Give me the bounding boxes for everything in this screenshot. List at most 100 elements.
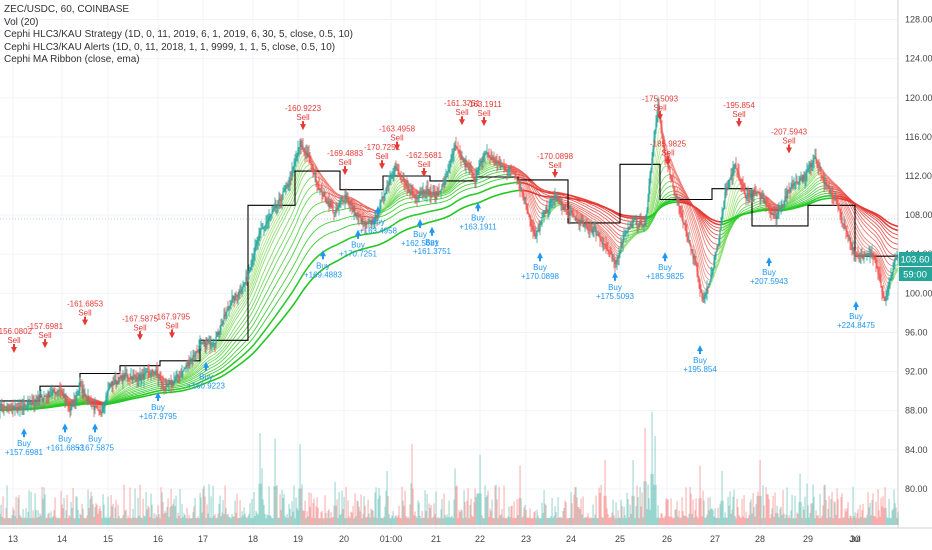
- candle-body: [418, 197, 420, 199]
- volume-bar: [144, 516, 146, 525]
- candle-body: [511, 169, 513, 172]
- candle-body: [792, 184, 794, 186]
- candle-body: [207, 341, 209, 343]
- legend-ribbon[interactable]: Cephi MA Ribbon (close, ema): [4, 54, 140, 66]
- candle-body: [531, 224, 533, 227]
- candle-body: [778, 208, 780, 212]
- volume-bar: [731, 509, 733, 525]
- time-axis[interactable]: 13 14 15 16 17 18 19 20 01:00 21 22 23 24 25 26 27 28 29 3…: [8, 534, 861, 544]
- volume-bar: [91, 496, 93, 525]
- volume-bar: [221, 512, 223, 525]
- volume-bar: [582, 496, 584, 525]
- candle-body: [208, 339, 210, 342]
- volume-bar: [859, 504, 861, 525]
- time-tick-label: 29: [803, 534, 813, 544]
- candle-body: [278, 198, 280, 201]
- volume-bar: [67, 518, 69, 525]
- sell-label: Sell: [390, 134, 404, 143]
- volume-bar: [668, 516, 670, 525]
- volume-bar: [747, 517, 749, 525]
- volume-bar: [838, 518, 840, 525]
- sell-arrow-icon: [169, 329, 175, 339]
- candle-body: [408, 187, 410, 193]
- volume-bar: [74, 518, 76, 525]
- volume-bar: [455, 486, 457, 525]
- candle-body: [652, 148, 654, 158]
- volume-bar: [52, 516, 54, 525]
- legend-alerts[interactable]: Cephi HLC3/KAU Alerts (1D, 0, 11, 2018, …: [4, 41, 336, 53]
- volume-bar: [769, 518, 771, 525]
- volume-bar: [767, 494, 769, 525]
- candle-body: [462, 157, 464, 163]
- candle-body: [603, 243, 605, 245]
- volume-bar: [140, 517, 142, 525]
- candle-body: [834, 199, 836, 200]
- candle-body: [521, 187, 523, 192]
- buy-label: Buy: [151, 403, 165, 412]
- volume-bar: [109, 516, 111, 525]
- volume-bar: [65, 510, 67, 525]
- candle-body: [671, 177, 673, 181]
- candle-body: [496, 161, 498, 164]
- candle-body: [377, 214, 379, 218]
- volume-bar: [28, 490, 30, 525]
- symbol-title[interactable]: ZEC/USDC, 60, COINBASE: [4, 4, 130, 15]
- candle-body: [127, 375, 129, 379]
- legend-strategy[interactable]: Cephi HLC3/KAU Strategy (1D, 0, 11, 2019…: [4, 29, 353, 41]
- candle-body: [53, 389, 55, 392]
- volume-bar: [205, 518, 207, 525]
- volume-bar: [185, 518, 187, 525]
- ribbon-ema-line: [475, 168, 505, 178]
- candle-body: [798, 181, 800, 184]
- candle-body: [713, 261, 715, 269]
- volume-bar: [413, 515, 415, 525]
- volume-bar: [889, 517, 891, 525]
- volume-bar: [343, 497, 345, 525]
- volume-bar: [734, 515, 736, 525]
- candle-body: [897, 257, 899, 258]
- candle-body: [81, 386, 83, 393]
- volume-bar: [358, 506, 360, 525]
- volume-bar: [7, 517, 9, 525]
- volume-bar: [870, 515, 872, 525]
- volume-bar: [491, 499, 493, 525]
- candle-body: [745, 194, 747, 199]
- legend-volume[interactable]: Vol (20): [4, 16, 39, 28]
- volume-bar: [667, 499, 669, 525]
- candle-body: [425, 192, 427, 194]
- volume-bar: [99, 506, 101, 525]
- volume-bar: [617, 510, 619, 525]
- candle-body: [535, 235, 537, 237]
- volume-bar: [419, 515, 421, 525]
- candle-body: [789, 190, 791, 192]
- volume-bar: [283, 494, 285, 525]
- volume-bar: [465, 517, 467, 525]
- candle-body: [812, 162, 814, 164]
- candle-body: [873, 257, 875, 258]
- candle-body: [467, 166, 469, 167]
- volume-bar: [603, 495, 605, 525]
- volume-bar: [367, 499, 369, 525]
- volume-bar: [477, 493, 479, 525]
- ribbon-ema-line: [672, 185, 719, 245]
- volume-bar: [601, 516, 603, 525]
- volume-bar: [11, 515, 13, 525]
- candle-body: [439, 191, 441, 193]
- buy-arrow-icon: [766, 257, 772, 267]
- volume-bar: [359, 511, 361, 525]
- sell-label: Sell: [661, 148, 675, 157]
- volume-bar: [361, 518, 363, 525]
- hlc3-kau-step: [0, 163, 898, 402]
- volume-bar: [143, 515, 145, 525]
- volume-bar: [12, 507, 14, 525]
- volume-bar: [157, 505, 159, 525]
- candle-body: [280, 200, 282, 202]
- volume-bar: [83, 517, 85, 525]
- volume-bar: [877, 489, 879, 525]
- candle-body: [580, 219, 582, 223]
- volume-bar: [264, 513, 266, 525]
- ribbon-ema-line: [174, 167, 314, 382]
- candle-body: [803, 174, 805, 181]
- volume-bar: [285, 517, 287, 525]
